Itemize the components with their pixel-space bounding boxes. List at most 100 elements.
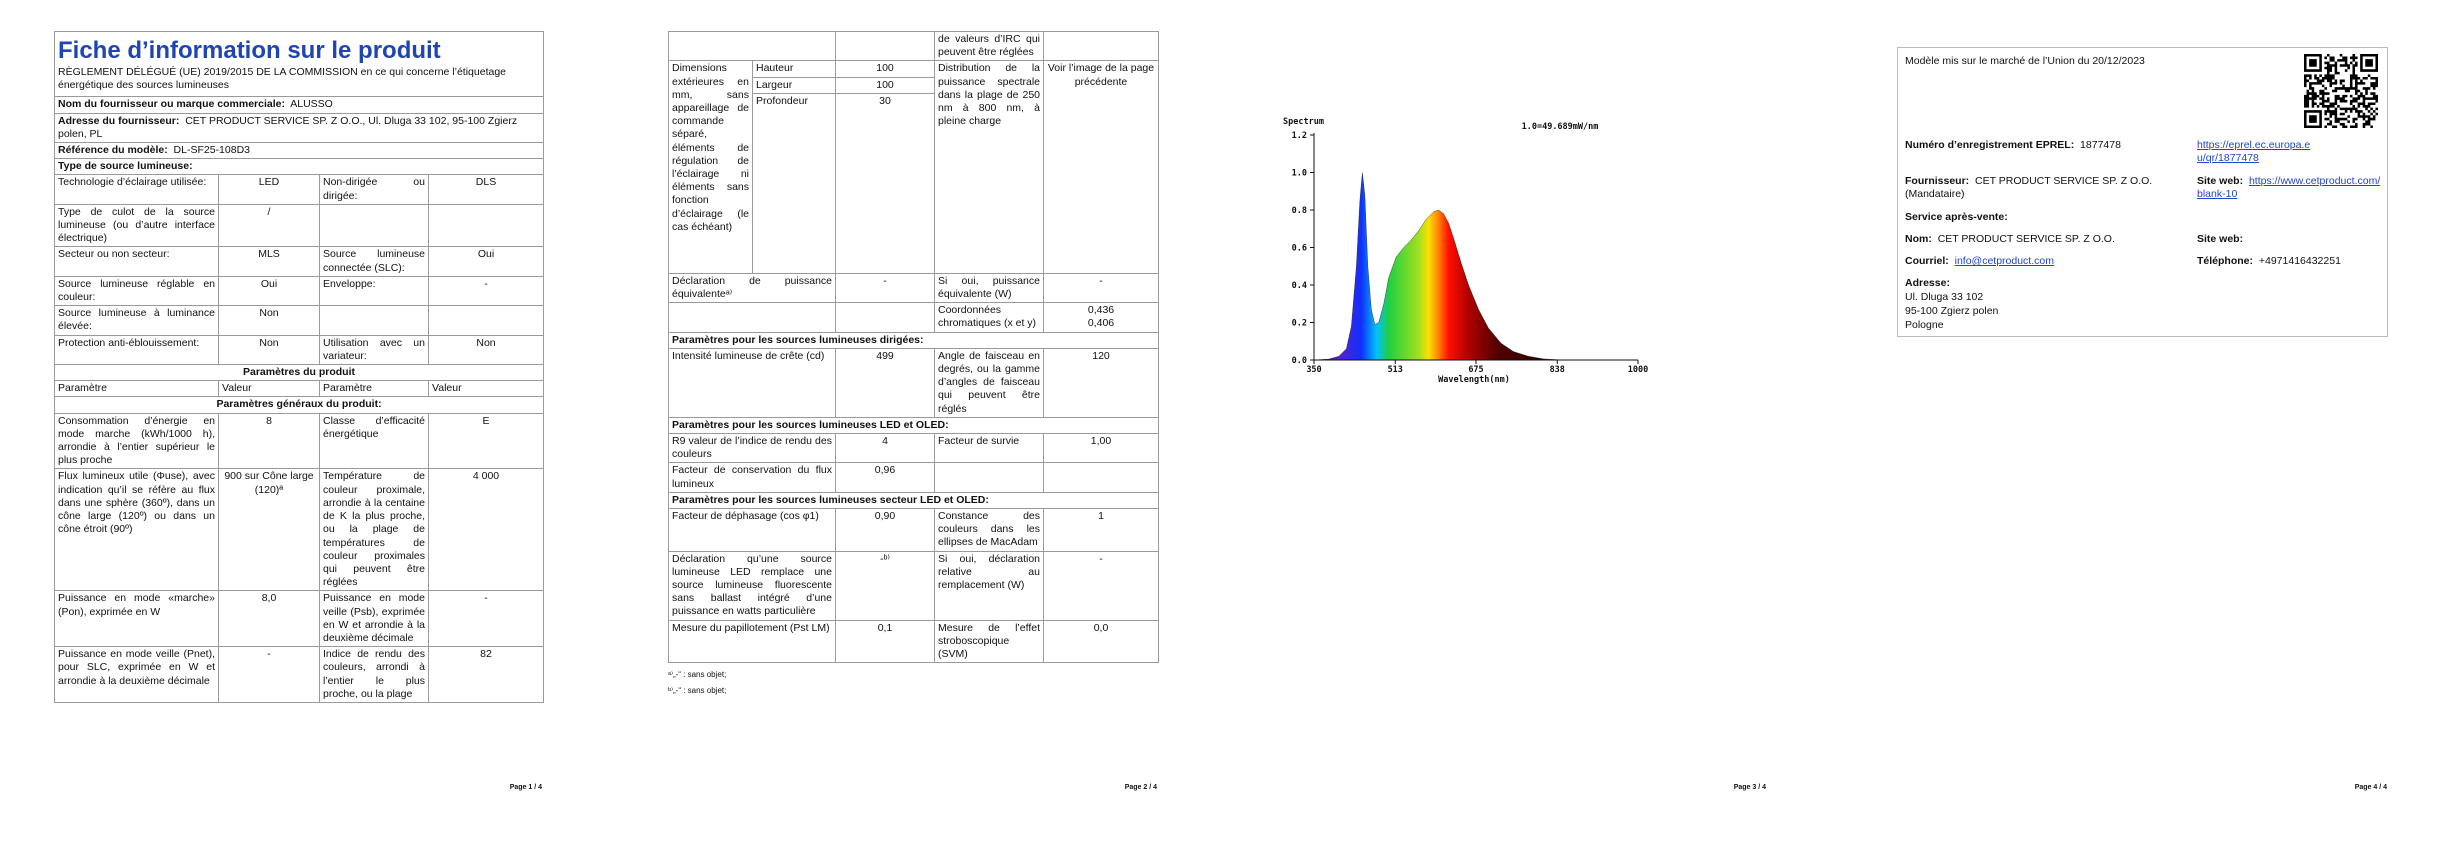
table-cell: Puissance en mode veille (Psb), exprimée… xyxy=(319,590,429,648)
table-cell: Consommation d’énergie en mode marche (k… xyxy=(54,412,219,470)
table-row: Largeur 100 xyxy=(669,76,1159,94)
table-cell: LED xyxy=(218,174,320,205)
y-tick-label: 0.0 xyxy=(1292,356,1307,366)
table-cell: Si oui, déclaration relative au remplace… xyxy=(934,550,1044,621)
text: ALUSSO xyxy=(290,98,333,111)
text: Service après-vente: xyxy=(1905,211,2008,224)
text: Site web: https://www.cetproduct.com/bla… xyxy=(2197,175,2382,201)
table-row: Fiche d’information sur le produit RÈGLEM… xyxy=(54,31,544,98)
spectrum-chart: Spectrum 1.0=49.689mW/nm Wavelength(nm) … xyxy=(1283,117,1648,385)
table-cell: Non-dirigée ou dirigée: xyxy=(319,174,429,205)
table-cell: Paramètres du produit xyxy=(54,364,544,382)
table-cell: Puissance en mode «marche» (Pon), exprim… xyxy=(54,590,219,648)
table-row: Type de culot de la source lumineuse (ou… xyxy=(54,203,544,248)
table-cell: Facteur de déphasage (cos φ1) xyxy=(668,508,836,552)
table-cell: 0,436 0,406 xyxy=(1043,302,1159,333)
label: Adresse du fournisseur: xyxy=(58,114,180,127)
label: Référence du modèle: xyxy=(58,144,168,157)
table-row: Facteur de conservation du flux lumineux… xyxy=(668,462,1159,493)
eprel-link[interactable]: https://eprel.ec.europa.eu/qr/1877478 xyxy=(2197,139,2311,164)
table-cell: Si oui, puissance équivalente (W) xyxy=(934,272,1044,304)
table-cell: 0,90 xyxy=(835,508,935,552)
table-cell: Valeur xyxy=(427,380,544,398)
table-cell: Utilisation avec un variateur: xyxy=(319,334,429,366)
table-cell xyxy=(319,305,429,336)
table-row: Profondeur 30 xyxy=(669,92,1159,274)
table-row: Intensité lumineuse de crête (cd) 499 Angl… xyxy=(668,347,1159,418)
text: Fiche d’information sur le produit xyxy=(58,37,441,64)
text: RÈGLEMENT DÉLÉGUÉ (UE) 2019/2015 DE LA C… xyxy=(58,66,507,92)
table-row: Adresse du fournisseur: CET PRODUCT SERV… xyxy=(54,112,544,144)
table-cell xyxy=(1043,462,1159,493)
table-cell: Protection anti-éblouissement: xyxy=(54,334,219,366)
table-cell: E xyxy=(427,412,544,470)
table-row: Dimensions extérieures en mm, sans appar… xyxy=(668,60,1159,274)
table-cell: Paramètre xyxy=(54,380,219,398)
y-tick-label: 0.2 xyxy=(1292,319,1307,329)
table-cell xyxy=(668,302,836,333)
table-cell: Source lumineuse connectée (SLC): xyxy=(319,246,429,277)
text: CET PRODUCT SERVICE SP. Z O.O. (Mandatai… xyxy=(1905,175,2153,200)
text: ᵃ⁾„-“ : sans objet; xyxy=(668,670,727,680)
table-cell: Source lumineuse réglable en couleur: xyxy=(54,275,219,307)
table-cell: Facteur de conservation du flux lumineux xyxy=(668,462,836,493)
y-tick-label: 0.8 xyxy=(1292,206,1307,216)
table-cell: -ᵇ⁾ xyxy=(835,550,935,621)
table-cell: Non xyxy=(218,334,320,366)
table-row: Coordonnées chromatiques (x et y) 0,436 0,… xyxy=(668,302,1159,333)
table-row: Source lumineuse réglable en couleur: Oui… xyxy=(54,275,544,307)
table-cell: 8 xyxy=(218,412,320,470)
table-cell: Oui xyxy=(427,246,544,277)
table-cell: Source lumineuse à luminance élevée: xyxy=(54,305,219,336)
text: Numéro d’enregistrement EPREL: 1877478 xyxy=(1905,139,2121,152)
table-cell: Facteur de survie xyxy=(934,433,1044,464)
text: Ul. Dluga 33 102 xyxy=(1905,291,1984,303)
table-cell: 30 xyxy=(835,92,935,274)
table-row: Type de source lumineuse: xyxy=(54,158,544,176)
table-cell: Distribution de la puissance spectrale d… xyxy=(934,60,1044,274)
table-row: Protection anti-éblouissement: Non Utilisa… xyxy=(54,334,544,366)
text: Modèle mis sur le marché de l’Union du 2… xyxy=(1905,55,2145,67)
table-cell: Paramètres pour les sources lumineuses L… xyxy=(668,416,1159,435)
table-cell: - xyxy=(427,590,544,648)
table-cell: Paramètre xyxy=(319,380,429,398)
email-link[interactable]: info@cetproduct.com xyxy=(1954,255,2054,267)
table-row: Puissance en mode veille (Pnet), pour SL… xyxy=(54,646,544,703)
text: +4971416432251 xyxy=(2258,255,2341,267)
website-link[interactable]: https://www.cetproduct.com/blank-10 xyxy=(2197,175,2381,200)
table-cell: Non xyxy=(427,334,544,366)
text: Page 4 / 4 xyxy=(2354,784,2387,791)
table-cell: 1 xyxy=(1043,508,1159,552)
label: Fournisseur: xyxy=(1905,175,1970,187)
text: 95-100 Zgierz polen xyxy=(1905,305,1999,317)
table-cell: Classe d’efficacité énergétique xyxy=(319,412,429,470)
text: Nom: CET PRODUCT SERVICE SP. Z O.O. xyxy=(1905,233,2115,246)
table-cell: Largeur xyxy=(752,76,836,94)
text: 0,406 xyxy=(1087,317,1115,330)
table-cell: 120 xyxy=(1043,347,1159,418)
table-row: Facteur de déphasage (cos φ1) 0,90 Constan… xyxy=(668,508,1159,552)
qr-modules xyxy=(2304,54,2378,128)
table-cell: Voir l’image de la page précédente xyxy=(1043,60,1159,274)
text: Pologne xyxy=(1905,319,1944,331)
label: Adresse: xyxy=(1905,277,1950,289)
table-body: Fiche d’information sur le produit RÈGLEM… xyxy=(54,31,544,703)
text: ᵇ⁾„-“ : sans objet; xyxy=(668,686,727,696)
table-cell: - xyxy=(1043,272,1159,304)
table-cell: Déclaration qu’une source lumineuse LED … xyxy=(668,550,836,621)
table-cell: Paramètres pour les sources lumineuses d… xyxy=(668,331,1159,349)
label: Site web: xyxy=(2197,175,2244,187)
text: Page 1 / 4 xyxy=(509,784,542,791)
table-row: Déclaration de puissance équivalenteᵃ⁾ - S… xyxy=(668,272,1159,304)
text: DL-SF25-108D3 xyxy=(173,144,250,157)
y-tick-label: 0.4 xyxy=(1292,281,1307,291)
table-row: Source lumineuse à luminance élevée: Non xyxy=(54,305,544,336)
label: Service après-vente: xyxy=(1905,211,2008,223)
table-cell: 0,0 xyxy=(1043,619,1159,664)
x-tick-label: 513 xyxy=(1388,365,1403,375)
table-cell: 4 000 xyxy=(427,468,544,592)
text: Adresse: xyxy=(1905,277,1950,290)
table-cell: 82 xyxy=(427,646,544,703)
table-cell: 0,1 xyxy=(835,619,935,664)
table-cell: Nom du fournisseur ou marque commerciale… xyxy=(54,96,544,114)
